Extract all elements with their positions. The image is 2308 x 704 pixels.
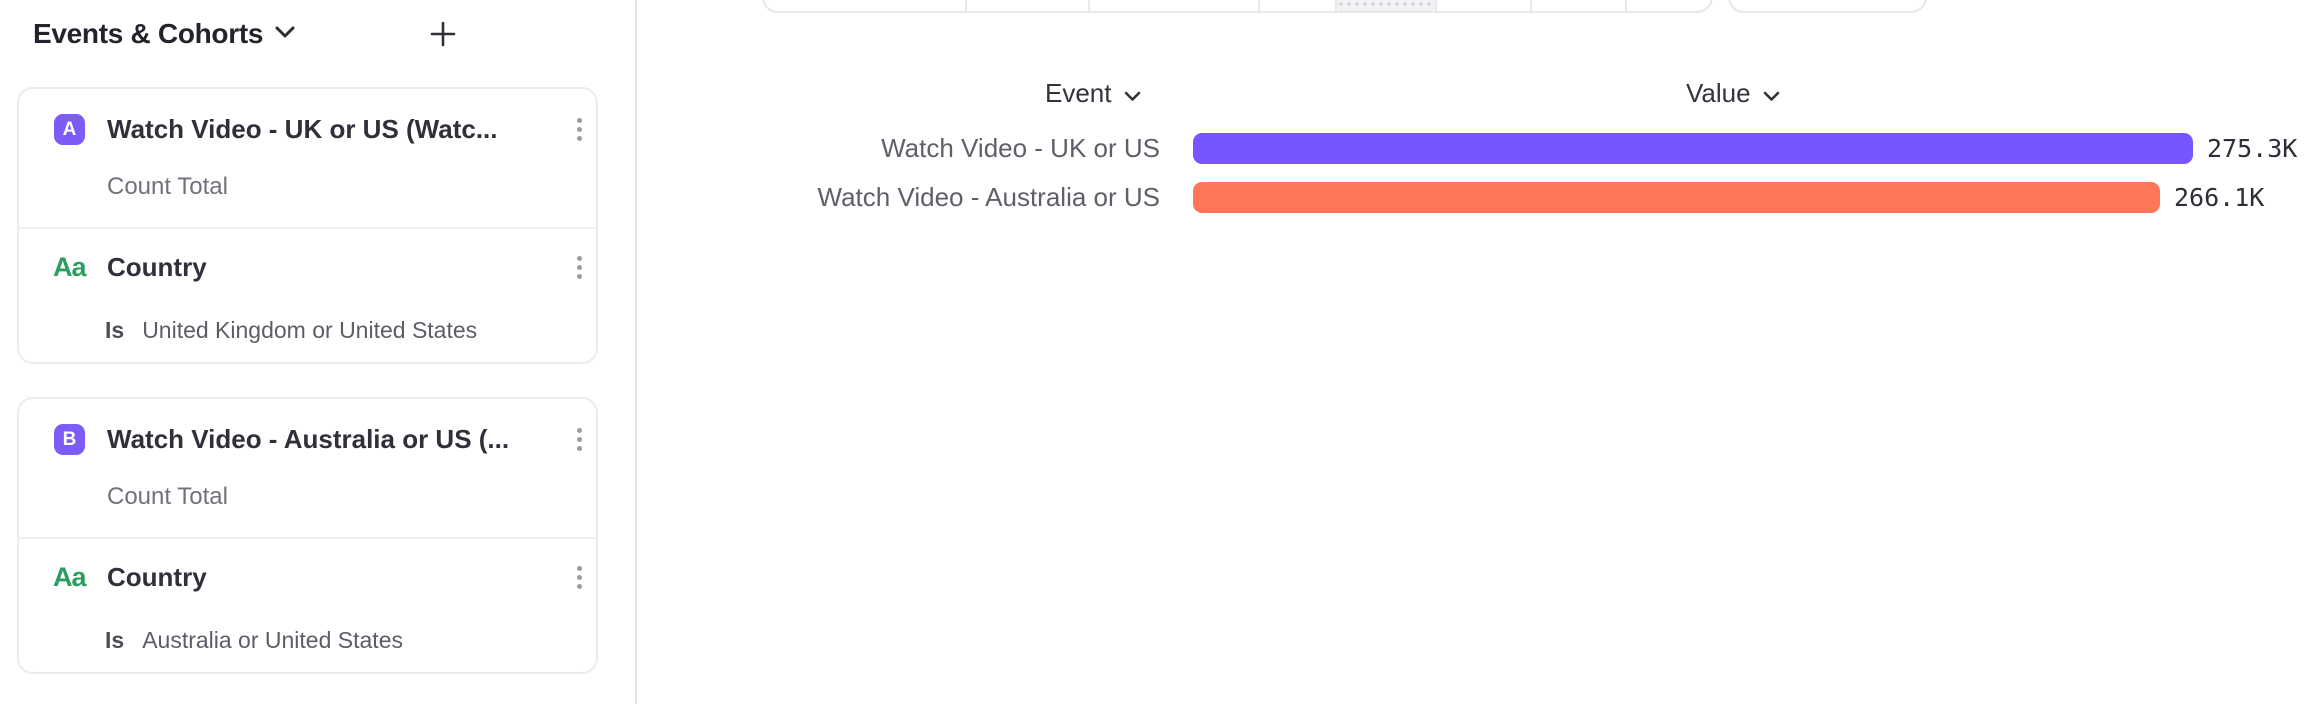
- toolbar-segment[interactable]: [1437, 0, 1532, 11]
- event-name[interactable]: Watch Video - Australia or US (...: [107, 424, 510, 454]
- filter-property-name[interactable]: Country: [107, 252, 207, 282]
- measure-selector[interactable]: Count Total: [107, 173, 228, 200]
- kebab-menu-icon[interactable]: [568, 252, 590, 282]
- panel-title: Events & Cohorts: [33, 18, 264, 49]
- card-divider: [19, 227, 596, 229]
- series-badge-a: A: [54, 114, 85, 145]
- filter-operator: Is: [105, 317, 125, 343]
- bar-segment[interactable]: [1193, 133, 2193, 164]
- filter-value: United Kingdom or United States: [142, 317, 478, 343]
- string-property-icon: Aa: [53, 252, 87, 282]
- toolbar-segment[interactable]: [1627, 0, 1711, 11]
- value-column-header[interactable]: Value: [1686, 78, 1780, 108]
- events-cohorts-panel: Events & Cohorts A Watch Video - UK or U…: [0, 0, 637, 704]
- kebab-menu-icon[interactable]: [568, 562, 590, 592]
- bar-segment[interactable]: [1193, 182, 2160, 213]
- series-badge-b: B: [54, 424, 85, 455]
- kebab-menu-icon[interactable]: [568, 424, 590, 454]
- bar-row-label: Watch Video - Australia or US: [817, 182, 1160, 212]
- toolbar-segment[interactable]: [967, 0, 1090, 11]
- add-event-button[interactable]: [424, 15, 462, 53]
- bar-value-label: 275.3K: [2207, 134, 2298, 163]
- measure-selector[interactable]: Count Total: [107, 483, 228, 510]
- toolbar-segment-selected[interactable]: [1337, 0, 1437, 11]
- plus-icon: [430, 21, 456, 47]
- filter-condition[interactable]: Is United Kingdom or United States: [105, 317, 477, 344]
- chart-type-segmented-control: [762, 0, 1713, 13]
- value-column-label: Value: [1686, 77, 1751, 108]
- string-property-icon: Aa: [53, 562, 87, 592]
- chevron-down-icon: [1763, 78, 1780, 109]
- bar-row-label: Watch Video - UK or US: [881, 133, 1160, 163]
- card-divider: [19, 537, 596, 539]
- event-column-label: Event: [1045, 77, 1112, 108]
- toolbar-segment[interactable]: [764, 0, 967, 11]
- bar-value-label: 266.1K: [2174, 183, 2265, 212]
- filter-operator: Is: [105, 627, 125, 653]
- toolbar-right-button[interactable]: [1728, 0, 1927, 13]
- filter-value: Australia or United States: [142, 627, 403, 653]
- chevron-down-icon: [1124, 78, 1141, 109]
- event-card: B Watch Video - Australia or US (... Cou…: [17, 397, 598, 674]
- filter-condition[interactable]: Is Australia or United States: [105, 627, 403, 654]
- event-card: A Watch Video - UK or US (Watc... Count …: [17, 87, 598, 364]
- chevron-down-icon: [275, 25, 295, 43]
- toolbar-segment[interactable]: [1532, 0, 1627, 11]
- events-cohorts-dropdown[interactable]: Events & Cohorts: [33, 12, 295, 56]
- kebab-menu-icon[interactable]: [568, 114, 590, 144]
- event-column-header[interactable]: Event: [1045, 78, 1141, 108]
- toolbar-segment[interactable]: [1090, 0, 1260, 11]
- toolbar-segment[interactable]: [1260, 0, 1337, 11]
- event-name[interactable]: Watch Video - UK or US (Watc...: [107, 114, 498, 144]
- filter-property-name[interactable]: Country: [107, 562, 207, 592]
